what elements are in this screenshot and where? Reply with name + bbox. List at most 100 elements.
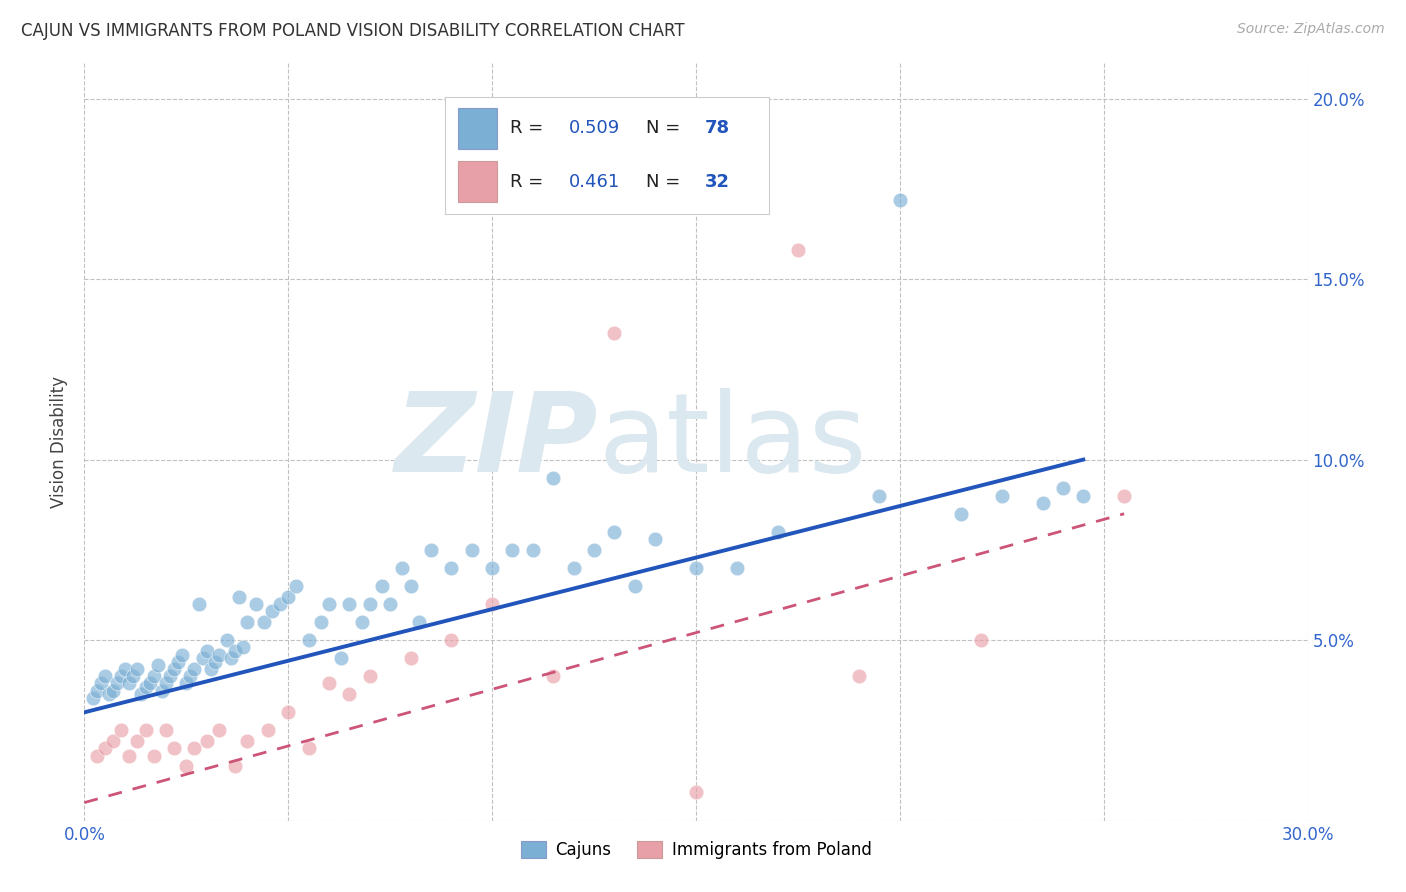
Point [257, 723, 280, 738]
Point [191, 651, 214, 665]
Point [603, 326, 626, 341]
Point [110, 669, 132, 683]
Point [195, 644, 218, 658]
Y-axis label: Vision Disability: Vision Disability [51, 376, 69, 508]
Point [603, 524, 626, 539]
Point [105, 676, 128, 690]
Point [187, 597, 209, 611]
Point [118, 748, 141, 763]
Point [481, 561, 503, 575]
Text: ZIP: ZIP [395, 388, 598, 495]
Point [583, 542, 606, 557]
Point [848, 669, 870, 683]
Point [245, 597, 267, 611]
Point [359, 669, 381, 683]
Point [543, 470, 565, 484]
Point [787, 243, 810, 257]
Point [131, 687, 153, 701]
Point [174, 676, 197, 690]
Point [298, 741, 321, 756]
Point [174, 759, 197, 773]
Point [685, 561, 707, 575]
Point [1052, 482, 1074, 496]
Point [1073, 489, 1095, 503]
Point [236, 615, 259, 629]
Point [624, 579, 647, 593]
Point [869, 489, 891, 503]
Point [522, 542, 544, 557]
Point [408, 615, 430, 629]
Point [208, 723, 231, 738]
Point [371, 579, 394, 593]
Point [135, 680, 157, 694]
Point [219, 651, 242, 665]
Point [970, 633, 993, 648]
Point [150, 683, 173, 698]
Point [97, 687, 120, 701]
Point [309, 615, 332, 629]
Point [562, 561, 585, 575]
Point [101, 683, 124, 698]
Point [167, 655, 190, 669]
Text: atlas: atlas [598, 388, 866, 495]
Point [766, 524, 789, 539]
Point [127, 734, 149, 748]
Point [224, 759, 246, 773]
Point [481, 597, 503, 611]
Point [991, 489, 1014, 503]
Point [127, 662, 149, 676]
Point [399, 651, 422, 665]
Point [183, 741, 205, 756]
Point [502, 542, 524, 557]
Point [135, 723, 157, 738]
Point [889, 193, 911, 207]
Point [285, 579, 308, 593]
Point [461, 542, 484, 557]
Point [93, 669, 115, 683]
Point [269, 597, 291, 611]
Point [543, 669, 565, 683]
Point [101, 734, 124, 748]
Point [380, 597, 402, 611]
Point [1032, 496, 1054, 510]
Point [420, 542, 443, 557]
Point [232, 640, 254, 655]
Point [330, 651, 353, 665]
Point [122, 669, 145, 683]
Point [298, 633, 321, 648]
Point [236, 734, 259, 748]
Point [253, 615, 276, 629]
Point [350, 615, 373, 629]
Point [159, 669, 181, 683]
Point [440, 561, 463, 575]
Point [224, 644, 246, 658]
Text: CAJUN VS IMMIGRANTS FROM POLAND VISION DISABILITY CORRELATION CHART: CAJUN VS IMMIGRANTS FROM POLAND VISION D… [21, 22, 685, 40]
Point [228, 590, 250, 604]
Point [1114, 489, 1136, 503]
Point [179, 669, 201, 683]
Point [155, 723, 177, 738]
Text: Source: ZipAtlas.com: Source: ZipAtlas.com [1237, 22, 1385, 37]
Point [142, 669, 165, 683]
Point [440, 633, 463, 648]
Point [195, 734, 218, 748]
Point [86, 748, 108, 763]
Point [359, 597, 381, 611]
Point [277, 706, 299, 720]
Point [217, 633, 239, 648]
Point [90, 676, 112, 690]
Point [339, 687, 361, 701]
Point [146, 658, 169, 673]
Point [138, 676, 160, 690]
Point [318, 597, 340, 611]
Point [391, 561, 413, 575]
Point [183, 662, 205, 676]
Point [260, 604, 283, 618]
Point [644, 532, 666, 546]
Point [110, 723, 132, 738]
Point [339, 597, 361, 611]
Point [399, 579, 422, 593]
Point [142, 748, 165, 763]
Point [950, 507, 973, 521]
Point [172, 648, 194, 662]
